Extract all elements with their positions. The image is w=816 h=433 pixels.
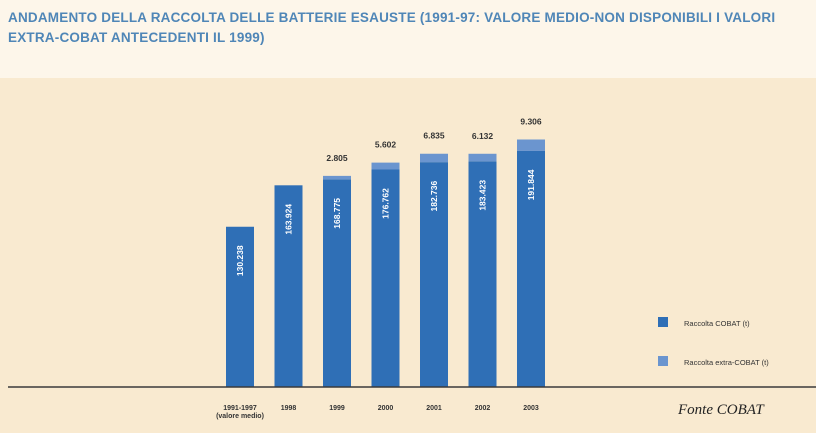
- bar-value-label: 130.238: [235, 245, 245, 276]
- bar-extra-cobat-5: [468, 153, 497, 162]
- bar-cobat-4: [420, 162, 448, 387]
- bar-cobat-3: [371, 169, 400, 387]
- chart-area: [0, 78, 816, 433]
- x-tick-label: (valore medio): [216, 413, 264, 420]
- extra-value-label: 2.805: [326, 153, 348, 163]
- x-tick-labels: 1991-1997(valore medio) 1998 1999 2000 2001 2…: [216, 405, 539, 420]
- extra-value-label: 9.306: [520, 116, 542, 126]
- legend-label-0: Raccolta COBAT (t): [684, 319, 750, 328]
- x-tick-label: 2000: [378, 405, 394, 412]
- extra-value-label: 5.602: [375, 140, 397, 150]
- bar-cobat-2: [323, 179, 351, 387]
- bar-extra-cobat-4: [420, 153, 448, 163]
- extra-value-label: 6.835: [423, 131, 445, 141]
- bar-cobat-5: [468, 161, 497, 387]
- bar-cobat-6: [517, 150, 545, 387]
- bar-extra-cobat-3: [371, 162, 400, 170]
- bars-group: 130.238 163.924 168.775 2.805 176.762 5.602 18…: [226, 116, 545, 387]
- legend-swatch-1: [658, 356, 668, 366]
- x-tick-label: 1998: [281, 405, 297, 412]
- legend: Raccolta COBAT (t) Raccolta extra-COBAT (…: [658, 317, 769, 367]
- legend-swatch-0: [658, 317, 668, 327]
- bar-value-label: 168.775: [332, 198, 342, 229]
- bar-extra-cobat-2: [323, 175, 351, 180]
- bar-extra-cobat-6: [517, 139, 545, 151]
- bar-value-label: 163.924: [284, 204, 294, 235]
- x-tick-label: 1991-1997: [223, 405, 257, 412]
- x-tick-label: 1999: [329, 405, 345, 412]
- source-note: Fonte COBAT: [678, 402, 764, 418]
- title-band: ANDAMENTO DELLA RACCOLTA DELLE BATTERIE …: [0, 0, 816, 78]
- x-tick-label: 2003: [523, 405, 539, 412]
- bar-value-label: 183.423: [478, 180, 488, 211]
- x-tick-label: 2001: [426, 405, 442, 412]
- x-tick-label: 2002: [475, 405, 491, 412]
- bar-cobat-1: [274, 185, 303, 387]
- bar-cobat-0: [226, 226, 254, 387]
- chart-title: ANDAMENTO DELLA RACCOLTA DELLE BATTERIE …: [8, 10, 776, 45]
- bar-value-label: 191.844: [526, 169, 536, 200]
- bar-value-label: 182.736: [429, 181, 439, 212]
- legend-label-1: Raccolta extra-COBAT (t): [684, 358, 769, 367]
- extra-value-label: 6.132: [472, 131, 494, 141]
- bar-value-label: 176.762: [381, 188, 391, 219]
